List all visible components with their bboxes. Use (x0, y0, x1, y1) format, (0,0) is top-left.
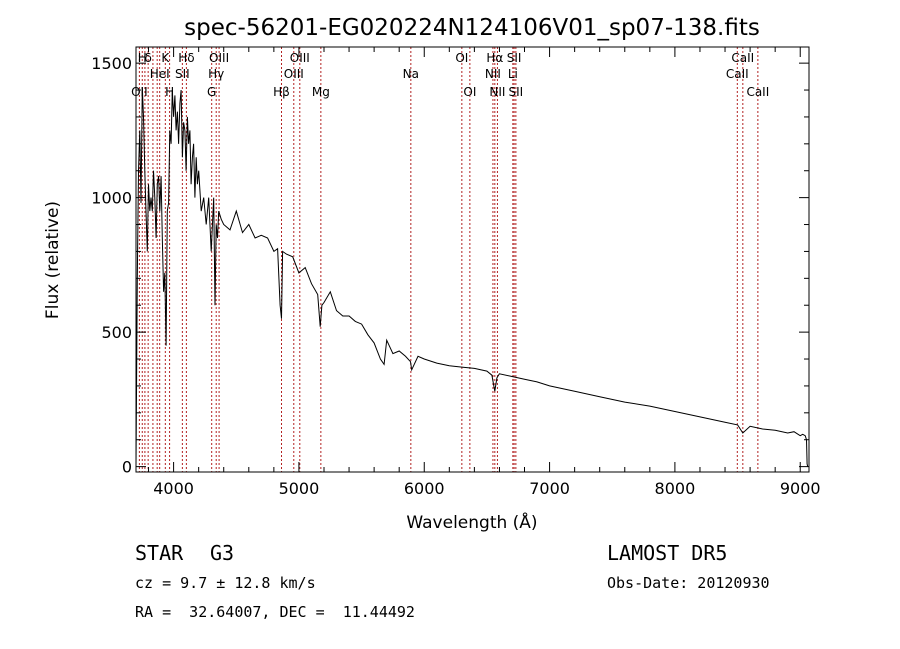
spectral-line-label: SII (507, 51, 522, 65)
spectral-line-label: H (138, 51, 147, 65)
spectral-line-label: NII (485, 67, 501, 81)
spectrum-line (135, 87, 809, 467)
spectral-line-label: Hδ (178, 51, 194, 65)
line-labels: OIIHδHeIKHSIIHδGHγOIIIHβOIIIOIIIMgNaOIOI… (131, 51, 769, 99)
spectral-lines (138, 47, 759, 472)
object-subclass: G3 (210, 541, 235, 565)
spectral-line-label: H (165, 85, 174, 99)
y-tick-label: 1000 (91, 189, 132, 208)
spectral-line-label: Li (508, 67, 518, 81)
y-tick-label: 500 (101, 323, 132, 342)
spectral-line-label: CaII (726, 67, 749, 81)
x-tick-label: 6000 (404, 479, 445, 498)
x-tick-label: 8000 (655, 479, 696, 498)
spectral-line-label: SII (175, 67, 190, 81)
coords-text: RA = 32.64007, DEC = 11.44492 (135, 603, 415, 621)
spectral-line-label: OI (463, 85, 476, 99)
redshift-text: cz = 9.7 ± 12.8 km/s (135, 574, 316, 592)
spectral-line-label: OIII (284, 67, 304, 81)
x-tick-label: 9000 (780, 479, 821, 498)
spectral-line-label: OI (455, 51, 468, 65)
spectral-line-label: OII (131, 85, 148, 99)
x-axis: 4000 5000 6000 7000 8000 9000 (148, 47, 821, 498)
spectral-line-label: G (207, 85, 216, 99)
spectral-line-label: SII (509, 85, 524, 99)
spectral-line-label: Hβ (273, 85, 290, 99)
y-tick-label: 0 (122, 458, 132, 477)
x-tick-label: 4000 (153, 479, 194, 498)
spectral-line-label: OIII (209, 51, 229, 65)
x-axis-label: Wavelength (Å) (406, 511, 537, 533)
spectral-line-label: Mg (312, 85, 330, 99)
x-tick-label: 5000 (279, 479, 320, 498)
spectral-line-label: OIII (290, 51, 310, 65)
spectral-line-label: CaII (746, 85, 769, 99)
object-class: STAR (135, 541, 184, 565)
spectral-line-label: CaII (731, 51, 754, 65)
x-tick-label: 7000 (529, 479, 570, 498)
survey-name: LAMOST DR5 (607, 541, 728, 565)
spectral-line-label: NII (489, 85, 505, 99)
spectral-line-label: Hα (486, 51, 503, 65)
spectral-line-label: Na (403, 67, 419, 81)
spectral-line-label: K (161, 51, 170, 65)
y-tick-label: 1500 (91, 54, 132, 73)
spectral-line-label: HeI (150, 67, 170, 81)
plot-frame (135, 46, 810, 473)
obs-date-text: Obs-Date: 20120930 (607, 574, 770, 592)
spectral-line-label: Hγ (208, 67, 224, 81)
y-axis-label: Flux (relative) (43, 201, 63, 319)
y-axis: 0 500 1000 1500 (91, 54, 809, 477)
spectral-line-label: δ (144, 51, 151, 65)
chart-title: spec-56201-EG020224N124106V01_sp07-138.f… (184, 15, 760, 41)
